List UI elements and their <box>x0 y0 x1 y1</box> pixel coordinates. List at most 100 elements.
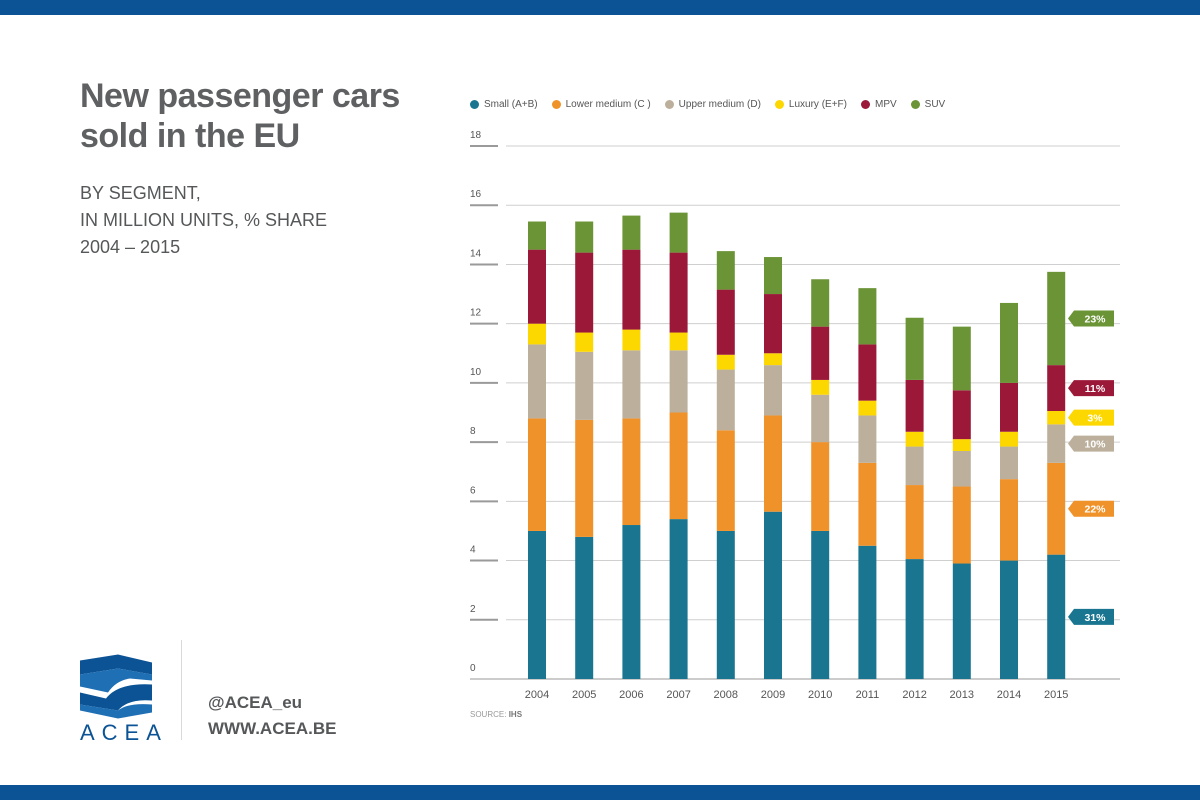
bar-small-2013 <box>952 563 971 679</box>
website-link[interactable]: WWW.ACEA.BE <box>208 719 337 738</box>
share-tag-suv <box>1068 310 1114 327</box>
acea-logo-icon <box>80 654 152 719</box>
share-label-upper_medium: 10% <box>1084 439 1106 451</box>
x-tick-label: 2011 <box>856 689 880 701</box>
chart-legend: Small (A+B) Lower medium (C ) Upper medium… <box>470 99 959 110</box>
legend-swatch-luxury <box>774 100 784 109</box>
bar-luxury-2014 <box>1000 431 1018 447</box>
logo-wordmark: ACEA <box>80 720 168 745</box>
x-tick-label: 2015 <box>1044 689 1068 701</box>
y-tick-label: 10 <box>470 367 482 378</box>
bar-upper_medium-2015 <box>1047 424 1066 463</box>
x-tick-label: 2005 <box>572 689 596 701</box>
y-tick-label: 18 <box>470 130 482 141</box>
bar-upper_medium-2011 <box>858 415 877 463</box>
share-tag-lower_medium <box>1068 500 1114 517</box>
y-tick-label: 4 <box>470 545 476 556</box>
bar-lower_medium-2004 <box>528 418 546 531</box>
x-tick-label: 2006 <box>619 689 643 701</box>
share-tag-small <box>1068 608 1114 625</box>
bar-mpv-2006 <box>622 249 641 330</box>
bar-lower_medium-2010 <box>811 442 830 531</box>
bar-mpv-2008 <box>716 289 735 355</box>
legend-item-luxury: Luxury (E+F) <box>774 99 847 110</box>
bar-mpv-2004 <box>528 249 546 324</box>
bar-small-2009 <box>764 511 782 679</box>
bar-suv-2009 <box>764 257 782 295</box>
twitter-handle[interactable]: @ACEA_eu <box>208 693 303 712</box>
bar-mpv-2014 <box>1000 382 1018 432</box>
bar-small-2005 <box>575 536 594 679</box>
bar-mpv-2009 <box>764 294 782 354</box>
bar-lower_medium-2012 <box>905 485 924 560</box>
bar-small-2004 <box>528 530 546 679</box>
legend-label-lower_medium: Lower medium (C ) <box>565 99 651 110</box>
source-note: SOURCE: IHS <box>470 710 522 719</box>
bar-suv-2007 <box>669 212 688 253</box>
bar-mpv-2005 <box>575 252 594 333</box>
bar-luxury-2008 <box>716 354 735 370</box>
share-label-luxury: 3% <box>1087 413 1103 425</box>
share-tag-upper_medium <box>1068 435 1114 452</box>
legend-swatch-lower_medium <box>551 100 561 109</box>
y-tick-label: 12 <box>470 308 482 319</box>
bar-mpv-2012 <box>905 379 924 432</box>
bar-luxury-2015 <box>1047 411 1066 425</box>
bar-lower_medium-2005 <box>575 419 594 537</box>
bar-upper_medium-2012 <box>905 446 924 486</box>
legend-swatch-upper_medium <box>664 100 674 109</box>
title-line-2: sold in the EU <box>80 117 300 155</box>
y-tick-label: 14 <box>470 248 482 259</box>
x-tick-label: 2008 <box>714 689 738 701</box>
bar-small-2012 <box>905 559 924 679</box>
bottom-brand-bar <box>0 785 1200 800</box>
bar-suv-2015 <box>1047 271 1066 366</box>
bar-luxury-2006 <box>622 329 641 351</box>
bar-luxury-2007 <box>669 332 688 351</box>
bar-upper_medium-2009 <box>764 365 782 416</box>
bar-mpv-2010 <box>811 326 830 380</box>
subtitle-line-2: IN MILLION UNITS, % SHARE <box>80 210 328 230</box>
x-tick-label: 2010 <box>808 689 832 701</box>
legend-item-suv: SUV <box>910 99 946 110</box>
page-title: New passenger cars sold in the EU <box>80 76 440 156</box>
bar-lower_medium-2006 <box>622 418 641 526</box>
legend-label-suv: SUV <box>924 99 946 110</box>
bar-upper_medium-2010 <box>811 394 830 443</box>
bar-small-2014 <box>1000 560 1018 679</box>
legend-label-mpv: MPV <box>874 99 897 110</box>
bar-small-2015 <box>1047 554 1066 679</box>
legend-item-upper_medium: Upper medium (D) <box>664 99 761 110</box>
legend-swatch-small <box>470 100 479 109</box>
bar-small-2006 <box>622 525 641 679</box>
bar-small-2008 <box>716 530 735 679</box>
bar-upper_medium-2007 <box>669 350 688 413</box>
source-label: SOURCE: <box>470 710 507 719</box>
bar-luxury-2004 <box>528 323 546 345</box>
legend-label-luxury: Luxury (E+F) <box>788 99 847 110</box>
x-tick-label: 2014 <box>997 689 1021 701</box>
bar-small-2007 <box>669 519 688 679</box>
x-tick-label: 2012 <box>902 689 926 701</box>
bar-upper_medium-2005 <box>575 351 594 420</box>
bar-suv-2005 <box>575 221 594 253</box>
y-tick-label: 2 <box>470 604 476 615</box>
bar-lower_medium-2009 <box>764 415 782 512</box>
bar-luxury-2009 <box>764 353 782 366</box>
x-tick-label: 2007 <box>666 689 690 701</box>
bar-upper_medium-2008 <box>716 369 735 431</box>
bar-suv-2010 <box>811 279 830 327</box>
share-label-mpv: 11% <box>1085 383 1106 395</box>
bar-luxury-2010 <box>811 379 830 395</box>
y-tick-label: 8 <box>470 426 476 437</box>
share-tag-luxury <box>1068 409 1114 426</box>
legend-item-mpv: MPV <box>860 99 897 110</box>
legend-label-upper_medium: Upper medium (D) <box>678 99 761 110</box>
share-label-small: 31% <box>1084 612 1106 624</box>
bar-small-2010 <box>811 530 830 679</box>
legend-label-small: Small (A+B) <box>484 99 538 110</box>
bar-mpv-2015 <box>1047 365 1066 412</box>
title-line-1: New passenger cars <box>80 77 400 115</box>
source-value: IHS <box>508 710 523 719</box>
bar-lower_medium-2007 <box>669 412 688 520</box>
